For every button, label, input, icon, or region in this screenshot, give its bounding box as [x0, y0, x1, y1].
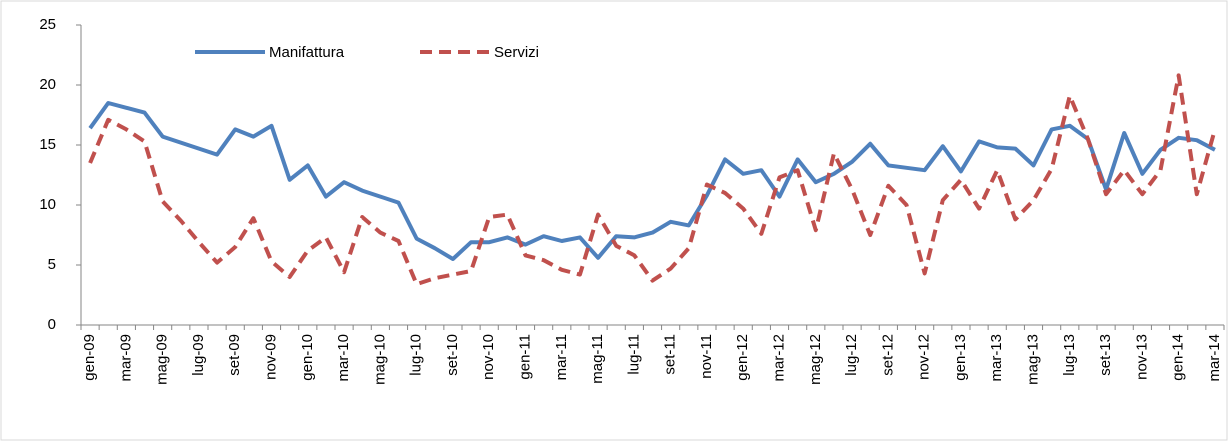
x-tick-label: set-09	[226, 334, 243, 376]
y-tick-label: 5	[48, 256, 56, 273]
x-tick-label: gen-11	[516, 334, 533, 380]
y-tick-label: 15	[39, 136, 56, 153]
y-tick-label: 10	[39, 196, 56, 213]
x-tick-label: gen-14	[1170, 334, 1187, 381]
x-tick-label: mar-10	[335, 334, 352, 382]
x-tick-label: nov-09	[262, 334, 279, 380]
x-tick-label: set-10	[444, 334, 461, 376]
y-tick-label: 0	[48, 316, 56, 333]
x-tick-label: mar-14	[1206, 334, 1223, 382]
x-tick-label: mag-12	[807, 334, 824, 385]
x-tick-label: mag-09	[154, 334, 171, 385]
x-tick-label: nov-12	[916, 334, 933, 380]
y-tick-label: 25	[39, 16, 56, 33]
x-tick-label: mag-13	[1024, 334, 1041, 385]
x-tick-label: mar-11	[553, 334, 570, 380]
x-tick-label: set-13	[1097, 334, 1114, 376]
x-tick-label: lug-11	[625, 334, 642, 375]
x-tick-label: lug-09	[190, 334, 207, 376]
x-tick-label: lug-13	[1061, 334, 1078, 376]
x-tick-label: gen-09	[81, 334, 98, 381]
x-tick-label: gen-10	[299, 334, 316, 381]
x-tick-label: nov-13	[1133, 334, 1150, 380]
x-tick-label: nov-11	[698, 334, 715, 379]
x-tick-label: mag-10	[371, 334, 388, 385]
x-tick-label: gen-13	[952, 334, 969, 381]
series-line	[88, 101, 1216, 261]
legend-label: Manifattura	[269, 44, 345, 61]
x-tick-label: mag-11	[589, 334, 606, 384]
x-tick-label: nov-10	[480, 334, 497, 380]
x-tick-label: lug-12	[843, 334, 860, 376]
x-tick-label: set-11	[662, 334, 679, 375]
series-line	[88, 73, 1217, 287]
x-tick-label: gen-12	[734, 334, 751, 381]
x-tick-label: mar-13	[988, 334, 1005, 382]
x-tick-label: mar-12	[770, 334, 787, 382]
x-tick-label: set-12	[879, 334, 896, 376]
x-tick-label: lug-10	[408, 334, 425, 376]
x-tick-label: mar-09	[117, 334, 134, 382]
y-tick-label: 20	[39, 76, 56, 93]
legend-label: Servizi	[494, 44, 539, 61]
